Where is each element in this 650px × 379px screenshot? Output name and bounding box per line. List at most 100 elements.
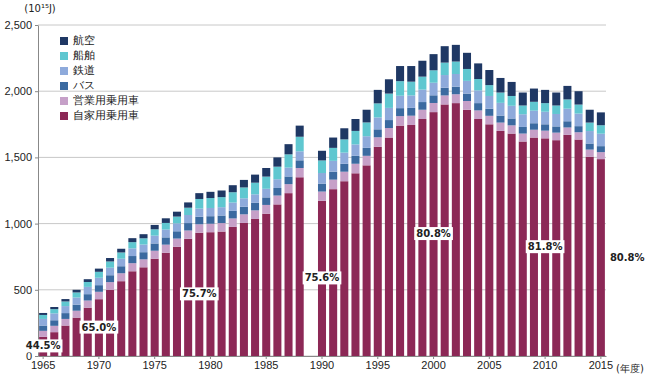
bar-segment	[407, 66, 415, 82]
bar-segment	[140, 259, 148, 267]
bar-segment	[195, 217, 203, 225]
bar-segment	[575, 132, 583, 139]
bar-segment	[363, 165, 371, 356]
bar-segment	[575, 114, 583, 127]
bar-segment	[508, 96, 516, 106]
bar-segment	[140, 234, 148, 238]
x-tick-label: 1980	[198, 359, 222, 371]
bar-segment	[84, 301, 92, 308]
bar-segment	[474, 119, 482, 356]
bar-segment	[318, 184, 326, 192]
bar-segment	[519, 142, 527, 356]
bar-segment	[541, 103, 549, 112]
bar-segment	[452, 62, 460, 74]
grid-line	[38, 25, 606, 26]
bar-segment	[162, 237, 170, 244]
bar-segment	[95, 278, 103, 285]
bar-segment	[140, 252, 148, 259]
x-tick-label: 1985	[254, 359, 278, 371]
bar-segment	[262, 168, 270, 177]
bar-segment	[363, 122, 371, 136]
legend-swatch	[60, 52, 68, 60]
annotation-box	[80, 321, 119, 334]
y-tick-mark	[35, 224, 38, 225]
bar-segment	[273, 157, 281, 166]
bar-segment	[430, 70, 438, 82]
bar-segment	[374, 129, 382, 137]
bar-segment	[485, 116, 493, 124]
bar-segment	[418, 90, 426, 102]
bar-segment	[586, 123, 594, 131]
bar-segment	[340, 181, 348, 356]
bar-segment	[206, 198, 214, 208]
bar-segment	[151, 251, 159, 259]
annotation-box	[414, 227, 453, 240]
bar-segment	[463, 53, 471, 69]
bar-segment	[39, 331, 47, 337]
bar-segment	[229, 218, 237, 226]
bar-segment	[496, 116, 504, 123]
bar-segment	[184, 223, 192, 230]
x-tick-label: 2015	[589, 359, 613, 371]
x-tick: 1975	[142, 356, 166, 371]
bar-segment	[474, 110, 482, 119]
bar-segment	[140, 245, 148, 253]
series	[39, 62, 605, 319]
bar-segment	[61, 301, 69, 306]
bar-segment	[117, 252, 125, 258]
bar-segment	[586, 150, 594, 157]
bar-segment	[351, 119, 359, 131]
bar-segment	[106, 258, 114, 261]
bar-segment	[206, 224, 214, 232]
bar-segment	[474, 103, 482, 110]
bar-segment	[184, 230, 192, 238]
legend-swatch	[60, 97, 68, 105]
legend-label: 鉄道	[73, 64, 95, 77]
bar-segment	[285, 193, 293, 356]
bar-segment	[541, 90, 549, 103]
y-axis: 05001,0001,5002,0002,500	[4, 19, 38, 362]
bar-segment	[128, 271, 136, 356]
bar-segment	[184, 202, 192, 207]
bar-segment	[463, 69, 471, 81]
bar-segment	[508, 118, 516, 125]
bar-segment	[218, 232, 226, 356]
bar-segment	[229, 227, 237, 356]
bar-segment	[441, 88, 449, 96]
legend-label: 航空	[73, 34, 95, 47]
annotation-text: 44.5%	[26, 340, 61, 351]
bar-segment	[218, 191, 226, 198]
bar-segment	[441, 95, 449, 104]
bar-segment	[240, 198, 248, 206]
bar-segment	[262, 189, 270, 198]
legend-item: 航空	[60, 34, 95, 47]
legend-label: 自家用乗用車	[73, 109, 139, 122]
annotation: 80.8%	[414, 227, 453, 240]
bar-segment	[106, 261, 114, 267]
bar-segment	[318, 160, 326, 173]
legend-label: バス	[72, 79, 95, 92]
y-tick-mark	[35, 290, 38, 291]
annotation-box	[526, 240, 565, 253]
bar-segment	[285, 144, 293, 154]
bar-segment	[597, 146, 605, 152]
bar-segment	[541, 131, 549, 139]
annotation-text: 75.7%	[182, 288, 217, 299]
bar-segment	[586, 143, 594, 149]
bar-segment	[530, 130, 538, 138]
bar-segment	[452, 94, 460, 103]
bar-segment	[441, 75, 449, 88]
bar-segment	[552, 133, 560, 141]
bar-segment	[162, 230, 170, 238]
bar-segment	[563, 99, 571, 108]
bar-segment	[296, 177, 304, 356]
legend-item: 営業用乗用車	[60, 94, 139, 107]
y-tick-label: 500	[14, 284, 32, 296]
bar-segment	[50, 307, 58, 309]
bar-segment	[418, 110, 426, 119]
bar-segment	[61, 299, 69, 301]
bar-segment	[296, 168, 304, 177]
bar-segment	[251, 210, 259, 219]
bar-segment	[251, 175, 259, 183]
x-tick-label: 2010	[533, 359, 557, 371]
